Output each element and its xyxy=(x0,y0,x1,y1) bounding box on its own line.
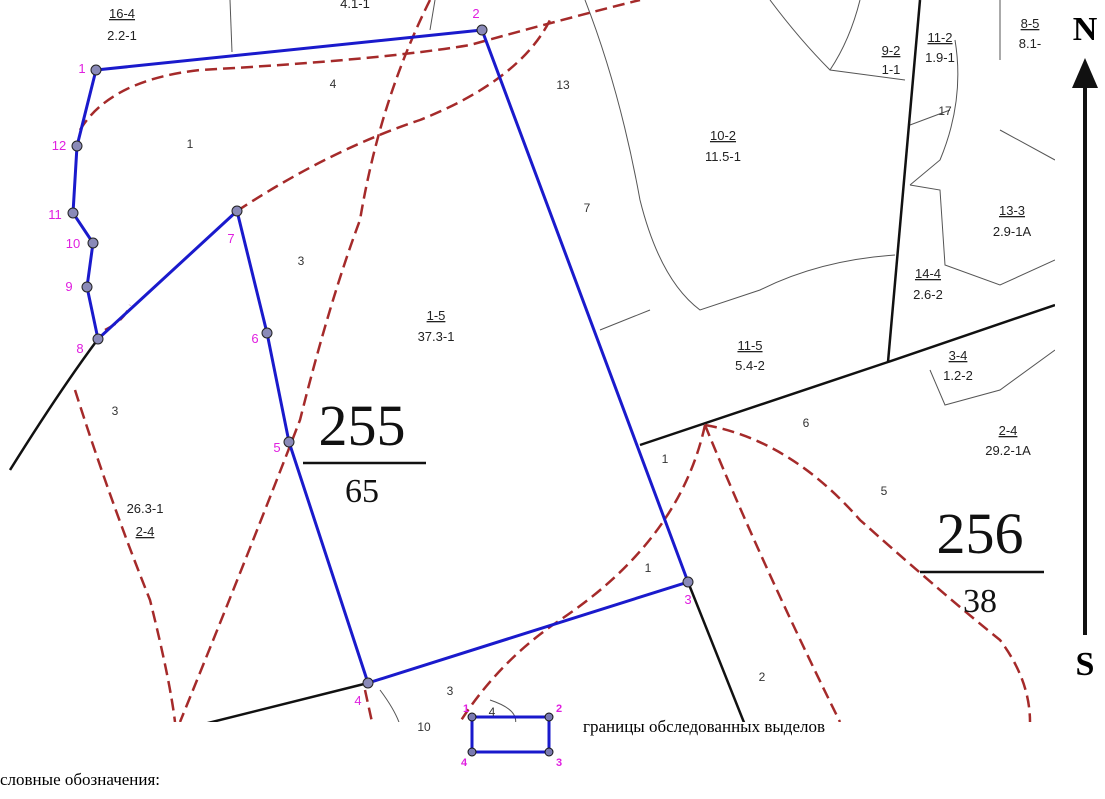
vertex xyxy=(68,208,78,218)
vertex xyxy=(262,328,272,338)
stand-number: 2-4 xyxy=(136,524,155,539)
line-number: 1 xyxy=(187,137,194,151)
legend-corner: 3 xyxy=(556,757,562,769)
vertex xyxy=(683,577,693,587)
line-number: 5 xyxy=(881,484,888,498)
vertex-number: 8 xyxy=(76,341,83,356)
compass: N S xyxy=(1072,11,1098,683)
stand-number: 8-5 xyxy=(1021,16,1040,31)
stand-data: 5.4-2 xyxy=(735,358,765,373)
line-number: 3 xyxy=(447,684,454,698)
line-number: 7 xyxy=(584,201,591,215)
vertex-number: 1 xyxy=(78,61,85,76)
stand-number: 1-5 xyxy=(427,308,446,323)
vertex-number: 6 xyxy=(251,331,258,346)
legend: 1 2 3 4 границы обследованных выделов сл… xyxy=(0,703,825,789)
stand-data: 2.9-1A xyxy=(993,224,1032,239)
line-number: 1 xyxy=(662,452,669,466)
stand-data: 8.1- xyxy=(1019,36,1041,51)
stand-data: 2.2-1 xyxy=(107,28,137,43)
quarter-boundaries xyxy=(10,0,1055,725)
stand-number: 16-4 xyxy=(109,6,135,21)
legend-item: границы обследованных выделов xyxy=(583,717,825,736)
line-number: 2 xyxy=(759,670,766,684)
vertex xyxy=(232,206,242,216)
line-number: 1 xyxy=(645,561,652,575)
thin-boundaries xyxy=(230,0,1055,725)
line-number: 4 xyxy=(330,77,337,91)
legend-corner: 4 xyxy=(461,757,468,769)
vertex xyxy=(88,238,98,248)
vertex xyxy=(284,437,294,447)
stand-number: 13-3 xyxy=(999,203,1025,218)
stand-data: 37.3-1 xyxy=(418,329,455,344)
vertex xyxy=(91,65,101,75)
vertex xyxy=(93,334,103,344)
line-number: 17 xyxy=(938,104,952,118)
legend-corner: 2 xyxy=(556,703,562,715)
vertex-number: 7 xyxy=(227,231,234,246)
stand-number: 9-2 xyxy=(882,43,901,58)
stand-data: 1-1 xyxy=(882,62,901,77)
stand-number: 10-2 xyxy=(710,128,736,143)
stand-number: 14-4 xyxy=(915,266,941,281)
stand-data: 11.5-1 xyxy=(705,149,741,164)
line-number: 3 xyxy=(298,254,305,268)
map: N S 1 2 3 4 границы обследованных выдело… xyxy=(0,0,1105,799)
vertex xyxy=(72,141,82,151)
compass-south: S xyxy=(1076,646,1095,683)
map-lines xyxy=(10,0,1055,725)
vertex-number: 3 xyxy=(684,592,691,607)
vertex-number: 5 xyxy=(273,440,280,455)
vertex-number: 10 xyxy=(66,236,80,251)
line-number: 4 xyxy=(489,705,496,719)
stand-number: 11-2 xyxy=(927,30,952,45)
compass-north: N xyxy=(1073,11,1098,48)
vertex-number: 9 xyxy=(65,279,72,294)
vertex-number: 12 xyxy=(52,138,66,153)
dashed-lines xyxy=(75,0,1030,722)
vertex-number: 11 xyxy=(48,207,62,222)
quarter-area: 65 xyxy=(345,473,379,510)
stand-number: 2-4 xyxy=(999,423,1018,438)
line-number: 10 xyxy=(417,720,431,734)
vertex xyxy=(363,678,373,688)
line-number: 3 xyxy=(112,404,119,418)
stand-data: 26.3-1 xyxy=(127,501,164,516)
quarter-number: 255 xyxy=(319,393,406,458)
stand-data: 29.2-1A xyxy=(985,443,1031,458)
legend-corner: 1 xyxy=(463,703,469,715)
line-number: 13 xyxy=(556,78,570,92)
vertex-number: 2 xyxy=(472,6,479,21)
stand-data: 1.9-1 xyxy=(925,50,955,65)
stand-data: 4.1-1 xyxy=(340,0,370,11)
vertex-number: 4 xyxy=(354,693,361,708)
quarter-number: 256 xyxy=(937,501,1024,566)
stand-number: 11-5 xyxy=(737,338,762,353)
vertex xyxy=(477,25,487,35)
quarter-area: 38 xyxy=(963,583,997,620)
vertex xyxy=(82,282,92,292)
stand-data: 1.2-2 xyxy=(943,368,973,383)
stand-number: 3-4 xyxy=(949,348,968,363)
stand-data: 2.6-2 xyxy=(913,287,943,302)
line-number: 6 xyxy=(803,416,810,430)
legend-title: словные обозначения: xyxy=(0,770,160,789)
